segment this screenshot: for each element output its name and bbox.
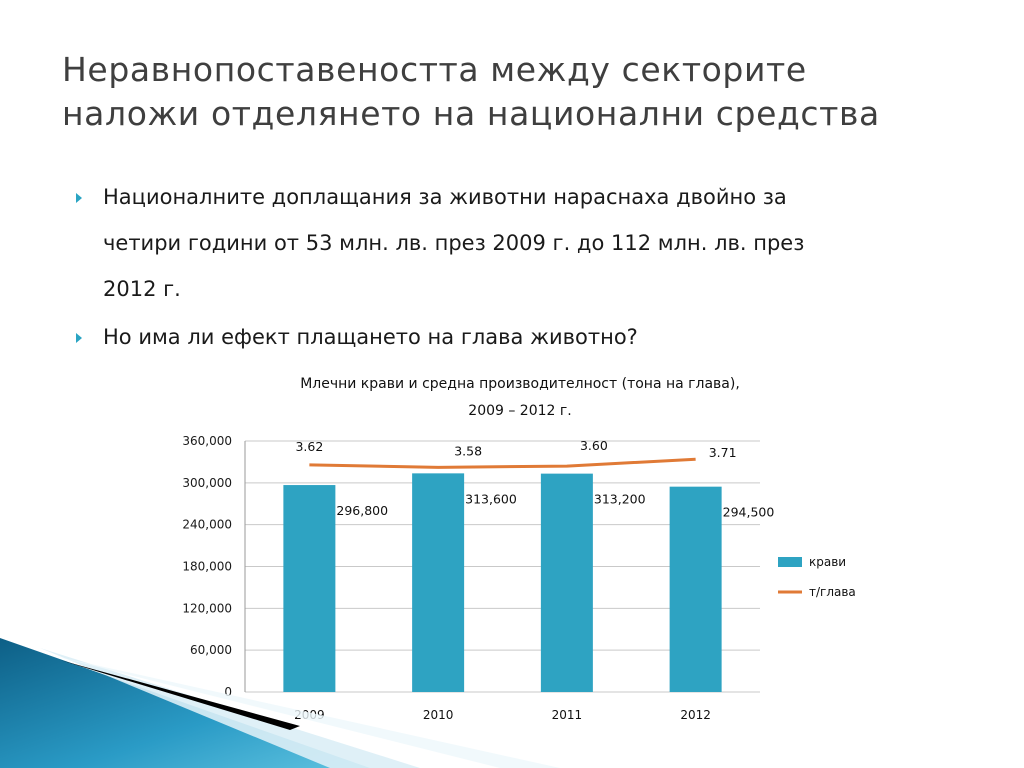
y-tick-label: 360,000 [182,434,232,448]
bullet-item-subsidies: Националните доплащания за животни нарас… [74,174,974,312]
bullet-arrow-icon [76,193,82,203]
bullet-arrow-icon [76,333,82,343]
legend-label-cows: крави [809,555,846,569]
bar-2012 [669,486,722,692]
legend-label-per-head: т/глава [809,585,856,599]
slide-title: Неравнопоставеността между секторите нал… [62,48,1002,136]
bar-2011 [540,473,593,692]
bullet-item-question: Но има ли ефект плащането на глава живот… [74,314,974,360]
x-tick-label: 2012 [680,708,711,722]
slide-title-line-1: Неравнопоставеността между секторите [62,50,807,89]
bar-2010 [412,473,465,692]
line-value-label: 3.60 [580,438,608,453]
bar-value-label: 313,600 [465,491,517,506]
y-tick-label: 0 [224,685,232,699]
legend-swatch-cows [778,557,802,567]
bullet-text-line-1: Но има ли ефект плащането на глава живот… [103,325,638,349]
bar-value-label: 294,500 [723,505,775,520]
bar-value-label: 313,200 [594,492,646,507]
line-series-t-per-head [309,457,696,469]
chart-title-line-1: Млечни крави и средна производителност (… [300,376,740,392]
x-tick-label: 2011 [552,708,583,722]
bullet-text-line-1: Националните доплащания за животни нарас… [103,185,787,209]
x-tick-label: 2010 [423,708,454,722]
bullet-text-line-2: четири години от 53 млн. лв. през 2009 г… [103,231,805,255]
y-tick-label: 240,000 [182,518,232,532]
bar-value-label: 296,800 [336,503,388,518]
bullet-text-line-3: 2012 г. [103,277,181,301]
slide-corner-decoration [0,638,560,768]
slide-title-line-2: наложи отделянето на национални средства [62,94,880,133]
y-tick-label: 300,000 [182,476,232,490]
chart-title: Млечни крави и средна производителност (… [200,371,840,425]
bar-2009 [283,485,336,692]
line-value-label: 3.62 [295,439,323,454]
line-value-label: 3.71 [709,445,737,460]
bullet-list: Националните доплащания за животни нарас… [74,174,974,360]
y-tick-label: 60,000 [190,643,232,657]
y-tick-label: 120,000 [182,601,232,615]
line-value-label: 3.58 [454,443,482,458]
y-tick-label: 180,000 [182,560,232,574]
chart-title-line-2: 2009 – 2012 г. [468,403,572,419]
